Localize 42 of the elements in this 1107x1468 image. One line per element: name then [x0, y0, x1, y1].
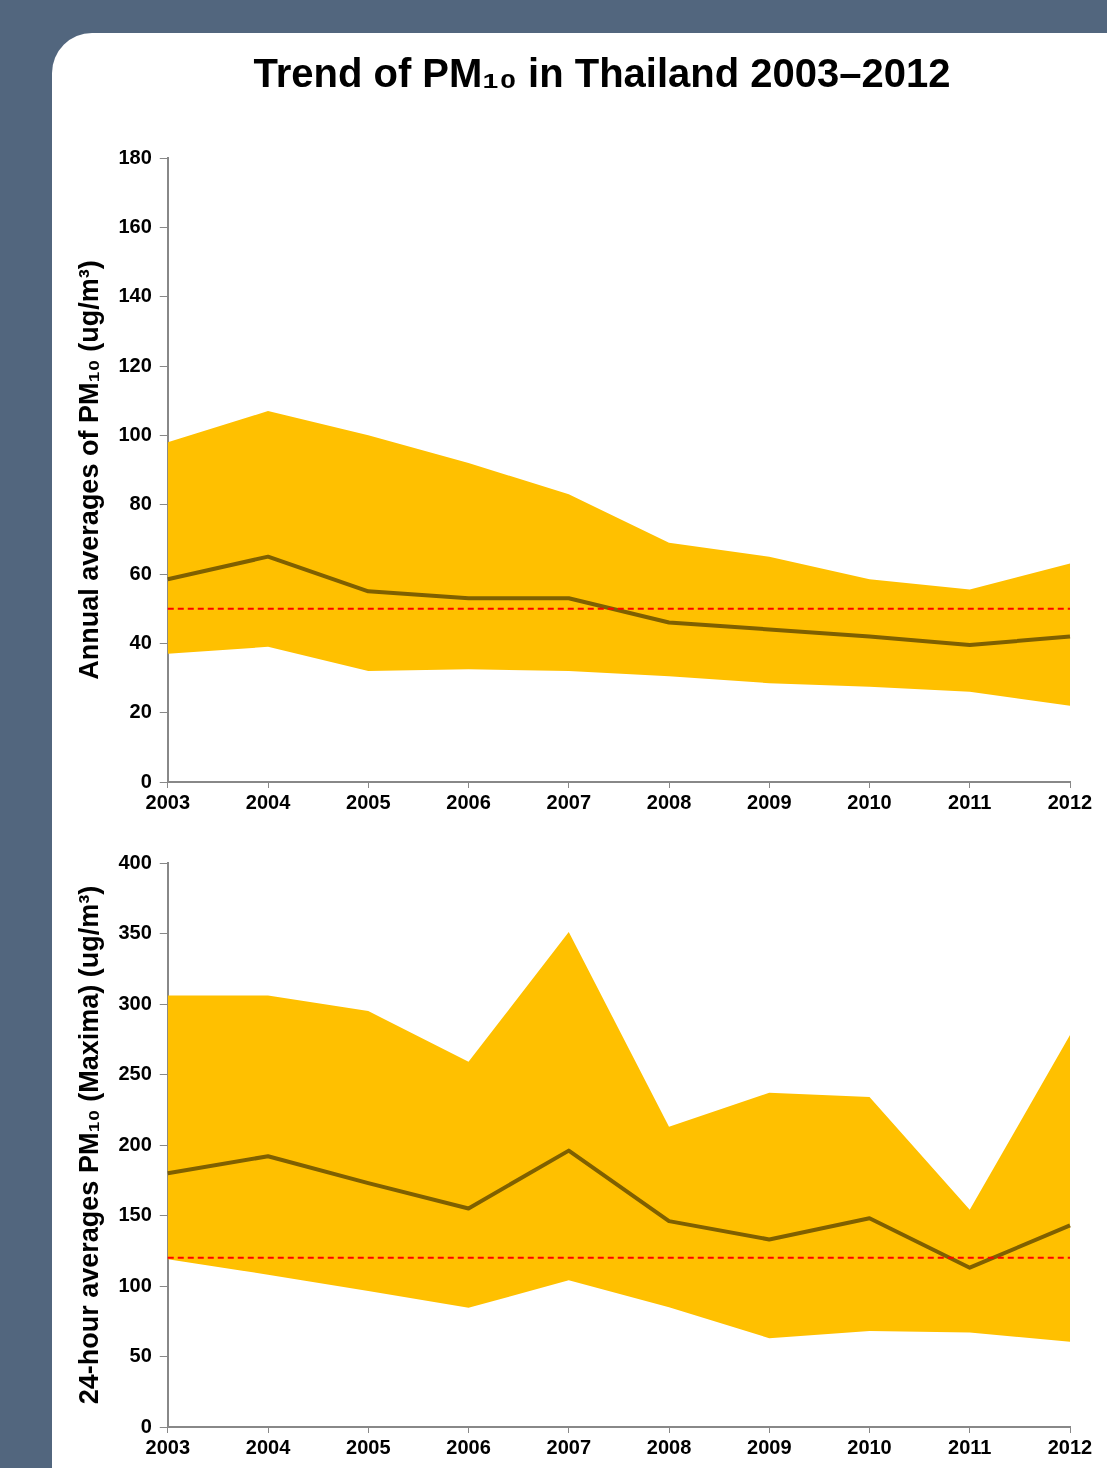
x-tick-label: 2008: [646, 1435, 692, 1458]
y-tick-label: 20: [129, 700, 152, 723]
x-tick-label: 2003: [145, 1435, 191, 1458]
y-axis-title: Annual averages of PM₁₀ (ug/m³): [73, 260, 104, 680]
x-tick-label: 2004: [245, 790, 292, 813]
y-tick-label: 180: [118, 145, 152, 168]
y-tick-label: 0: [140, 1414, 152, 1437]
y-tick-label: 100: [118, 422, 152, 445]
y-tick-label: 150: [118, 1203, 152, 1226]
x-tick-label: 2009: [747, 790, 792, 813]
x-tick-label: 2009: [747, 1435, 792, 1458]
x-tick-label: 2011: [948, 1435, 992, 1458]
y-tick-label: 200: [118, 1132, 152, 1155]
y-tick-label: 250: [118, 1062, 152, 1085]
x-tick-label: 2005: [346, 1435, 391, 1458]
x-tick-label: 2005: [346, 790, 391, 813]
x-tick-label: 2003: [145, 790, 191, 813]
x-tick-label: 2008: [646, 790, 692, 813]
y-tick-label: 40: [129, 630, 152, 653]
y-tick-label: 120: [118, 353, 152, 376]
y-tick-label: 160: [118, 214, 152, 237]
y-tick-label: 60: [129, 561, 152, 584]
y-axis-title: 24-hour averages PM₁₀ (Maxima) (ug/m³): [73, 885, 104, 1405]
x-tick-label: 2007: [546, 1435, 592, 1458]
y-tick-label: 300: [118, 991, 152, 1014]
x-tick-label: 2011: [948, 790, 992, 813]
x-tick-label: 2012: [1047, 1435, 1093, 1458]
x-tick-label: 2007: [546, 790, 592, 813]
y-tick-label: 80: [129, 492, 152, 515]
y-tick-label: 400: [118, 850, 152, 873]
y-tick-label: 0: [140, 769, 152, 792]
x-tick-label: 2010: [847, 1435, 892, 1458]
x-tick-label: 2010: [847, 790, 892, 813]
y-tick-label: 350: [118, 921, 152, 944]
y-tick-label: 140: [118, 284, 152, 307]
x-tick-label: 2012: [1047, 790, 1093, 813]
x-tick-label: 2006: [446, 790, 491, 813]
y-tick-label: 50: [129, 1344, 152, 1367]
x-tick-label: 2004: [245, 1435, 292, 1458]
y-tick-label: 100: [118, 1273, 152, 1296]
chart-title: Trend of PM₁₀ in Thailand 2003–2012: [252, 51, 952, 96]
x-tick-label: 2006: [446, 1435, 491, 1458]
